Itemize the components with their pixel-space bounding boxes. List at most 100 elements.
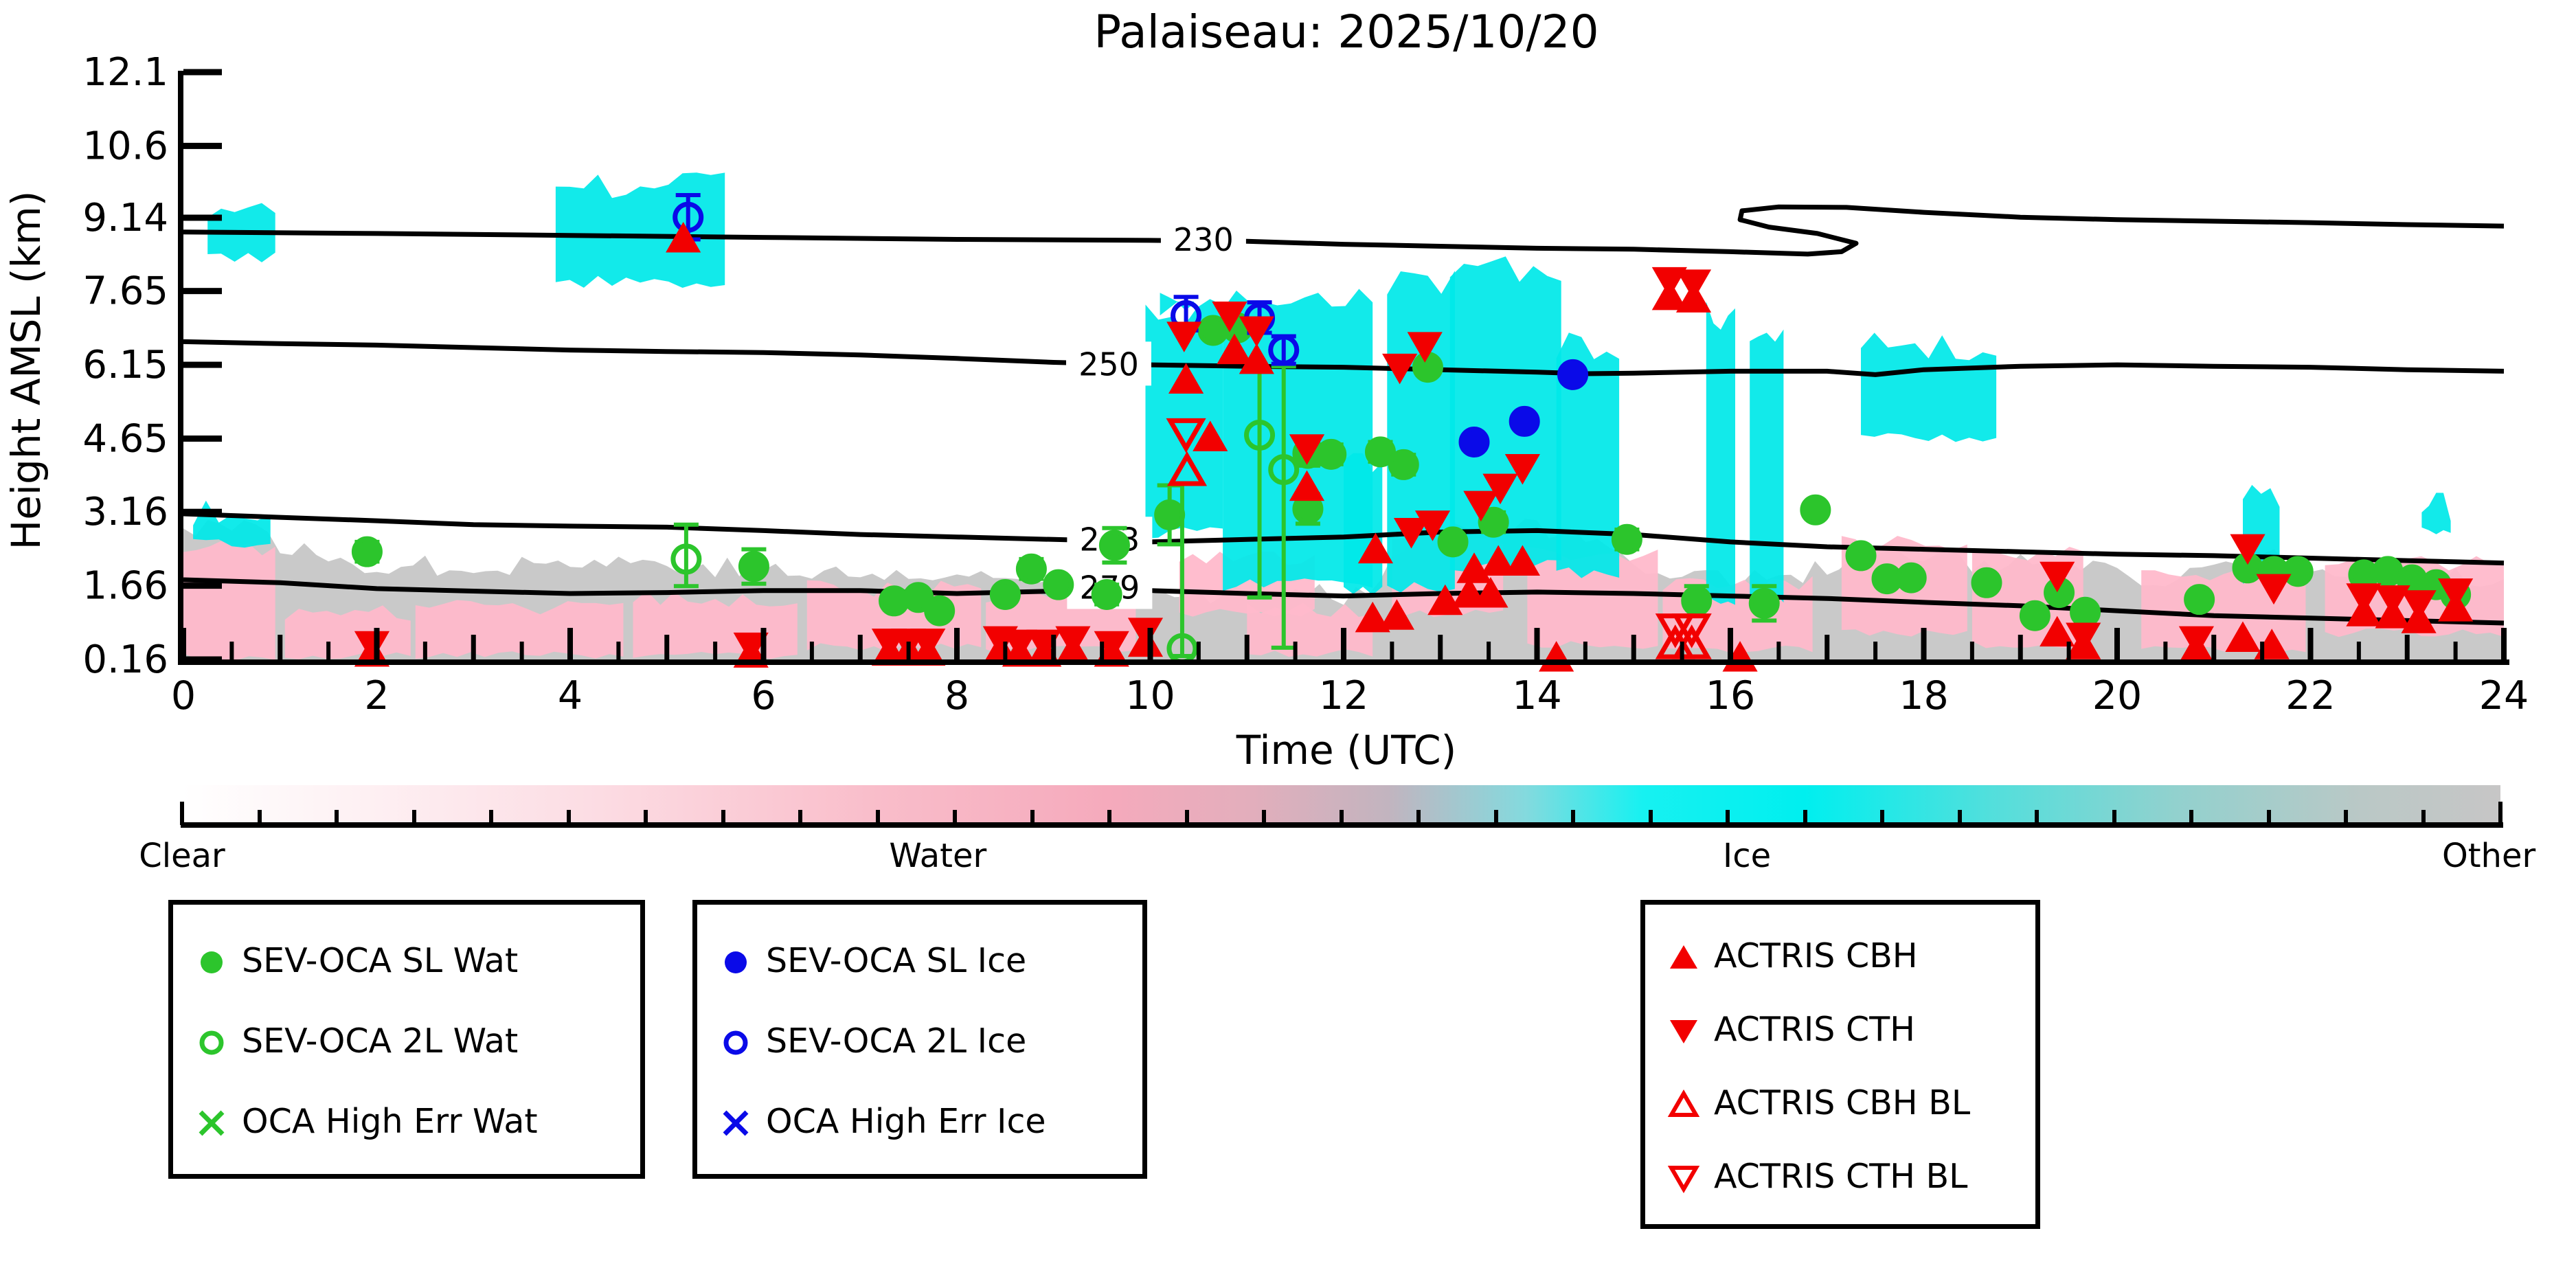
colorbar-tick xyxy=(257,810,262,825)
colorbar-tick xyxy=(1571,810,1575,825)
x-tick xyxy=(1003,642,1008,659)
x-tick xyxy=(2066,642,2071,659)
legend-item-label: ACTRIS CTH xyxy=(1714,1010,1915,1049)
colorbar-tick xyxy=(2421,810,2426,825)
x-tick xyxy=(1293,642,1298,659)
x-tick xyxy=(2211,635,2217,659)
ice-mask-patch xyxy=(1750,329,1784,603)
x-tick-label: 22 xyxy=(2285,673,2336,719)
contour-label-gap xyxy=(1065,341,1151,386)
ice-mask-patch xyxy=(1556,332,1620,578)
colorbar-tick xyxy=(1262,810,1266,825)
x-tick xyxy=(1051,635,1057,659)
colorbar-tick xyxy=(875,810,880,825)
ice-legend: SEV-OCA SL Ice SEV-OCA 2L Ice OCA High Err… xyxy=(692,900,1147,1179)
isotherm-contour-279 xyxy=(183,577,2505,626)
legend-item-label: ACTRIS CBH BL xyxy=(1714,1083,1971,1122)
colorbar-label-water: Water xyxy=(889,837,987,875)
triangle-down-open-icon xyxy=(1664,1159,1703,1197)
x-tick xyxy=(1341,628,1346,659)
water-mask-patch xyxy=(183,540,275,659)
x-tick xyxy=(2501,628,2507,659)
x-tick xyxy=(2307,628,2314,659)
colorbar-tick xyxy=(2035,810,2039,825)
x-icon xyxy=(716,1104,755,1142)
x-tick xyxy=(1921,628,1927,659)
colorbar-tick xyxy=(1493,810,1498,825)
colorbar-tick xyxy=(1726,810,1730,825)
colorbar-tick xyxy=(1648,810,1653,825)
x-tick xyxy=(374,628,380,659)
x-tick-label: 2 xyxy=(364,673,389,719)
x-tick xyxy=(471,635,476,659)
contour-label-250: 250 xyxy=(1078,346,1139,383)
y-tick xyxy=(183,214,222,221)
x-tick xyxy=(1969,642,1974,659)
x-tick-label: 8 xyxy=(945,673,969,719)
x-tick xyxy=(1824,635,1830,659)
y-tick-label: 4.65 xyxy=(82,416,168,461)
x-tick xyxy=(1100,642,1105,659)
legend-item-label: ACTRIS CBH xyxy=(1714,936,1918,975)
circle-filled-icon xyxy=(192,943,231,982)
axes: 12.110.69.147.656.154.653.161.660.160 2 4 6… xyxy=(82,50,2529,719)
x-tick xyxy=(2018,635,2023,659)
x-tick xyxy=(1680,642,1684,659)
x-tick-label: 6 xyxy=(751,673,776,719)
x-tick-label: 24 xyxy=(2479,673,2529,719)
series-actris-cth-bl xyxy=(1166,418,1712,648)
y-tick-label: 12.1 xyxy=(82,50,168,95)
y-tick-label: 3.16 xyxy=(82,490,168,534)
x-tick xyxy=(422,642,427,659)
colorbar-tick xyxy=(1803,810,1807,825)
circle-open-icon xyxy=(192,1024,231,1062)
x-tick xyxy=(2163,642,2168,659)
y-tick-label: 6.15 xyxy=(82,343,168,387)
x-tick xyxy=(1487,642,1491,659)
colorbar-tick xyxy=(644,810,648,825)
colorbar-tick xyxy=(489,810,493,825)
water-mask-patch xyxy=(1527,547,1658,649)
water-legend: SEV-OCA SL Wat SEV-OCA 2L Wat OCA High Err… xyxy=(168,900,645,1179)
y-tick xyxy=(183,583,222,589)
x-tick xyxy=(713,642,718,659)
colorbar-tick xyxy=(1880,810,1884,825)
isotherm-contour-273 xyxy=(183,511,2505,566)
colorbar-tick xyxy=(1416,810,1421,825)
y-tick-label: 1.66 xyxy=(82,564,168,609)
x-tick xyxy=(1390,642,1394,659)
colorbar-tick xyxy=(1184,810,1189,825)
x-tick xyxy=(2404,635,2410,659)
x-tick xyxy=(1776,642,1781,659)
triangle-up-open-icon xyxy=(1664,1085,1703,1124)
x-tick xyxy=(760,628,767,659)
x-tick xyxy=(2260,642,2265,659)
isotherm-contour-230 xyxy=(183,204,2505,257)
x-tick xyxy=(1583,642,1588,659)
colorbar-tick xyxy=(1107,810,1111,825)
x-tick xyxy=(1196,642,1201,659)
colorbar-tick xyxy=(953,810,957,825)
x-tick-label: 18 xyxy=(1899,673,1949,719)
x-tick-label: 0 xyxy=(171,673,196,719)
series-sev-oca-sl-wat xyxy=(351,312,2472,631)
circle-filled-icon xyxy=(716,943,755,982)
colorbar-tick xyxy=(335,810,339,825)
ice-mask-patch xyxy=(1344,453,1383,596)
legend-item-label: ACTRIS CTH BL xyxy=(1714,1157,1968,1196)
y-tick-label: 10.6 xyxy=(82,124,168,168)
colorbar-label-other: Other xyxy=(2441,837,2536,875)
y-axis-spine xyxy=(178,71,183,665)
colorbar-tick xyxy=(2266,810,2271,825)
colorbar-tick xyxy=(2112,810,2116,825)
triangle-down-filled-icon xyxy=(1664,1012,1703,1050)
actris-legend: ACTRIS CBH ACTRIS CTH ACTRIS CBH BL ACTRIS … xyxy=(1640,900,2040,1229)
x-tick xyxy=(1873,642,1878,659)
y-tick xyxy=(183,142,222,149)
triangle-up-filled-icon xyxy=(1664,938,1703,977)
colorbar-tick xyxy=(2498,802,2502,825)
x-tick-label: 20 xyxy=(2092,673,2143,719)
x-axis-spine xyxy=(178,659,2509,665)
